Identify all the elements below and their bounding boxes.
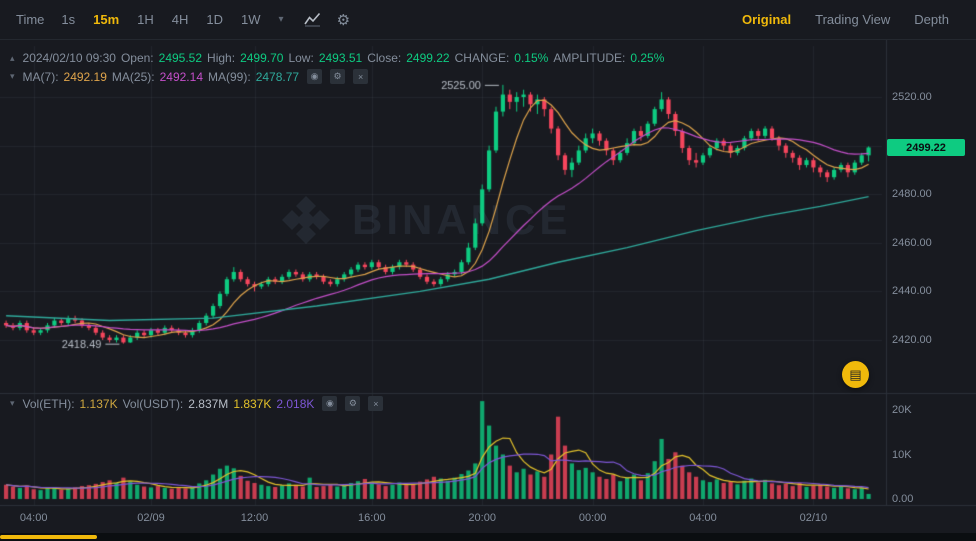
time-axis-label: 04:00 — [689, 512, 717, 524]
open-value: 2495.52 — [158, 51, 203, 65]
ma-settings-gear-icon[interactable]: ⚙ — [330, 69, 346, 84]
change-label: CHANGE: — [454, 51, 510, 65]
ma-legend: ▾ MA(7): 2492.19 MA(25): 2492.14 MA(99):… — [10, 69, 369, 84]
chart-toolbar: Time 1s 15m 1H 4H 1D 1W ▾ ⚙ Original Tra… — [0, 0, 976, 40]
interval-1d[interactable]: 1D — [206, 12, 224, 27]
tab-depth[interactable]: Depth — [914, 12, 949, 27]
interval-15m[interactable]: 15m — [93, 12, 120, 27]
interval-dropdown-chevron-icon[interactable]: ▾ — [278, 14, 284, 25]
last-price-badge: 2499.22 — [887, 139, 965, 156]
chart-view-tabs: Original Trading View Depth — [733, 8, 958, 31]
ohlc-legend: ▴ 2024/02/10 09:30 Open: 2495.52 High: 2… — [10, 51, 664, 65]
candle-datetime: 2024/02/10 09:30 — [22, 51, 116, 65]
volume-visibility-eye-icon[interactable]: ◉ — [322, 396, 338, 411]
close-value: 2499.22 — [406, 51, 450, 65]
ma25-value: 2492.14 — [159, 69, 203, 84]
price-axis-label: 2480.00 — [892, 188, 932, 201]
time-axis-label: 02/10 — [799, 512, 828, 524]
ma99-value: 2478.77 — [255, 69, 300, 84]
amplitude-label: AMPLITUDE: — [553, 51, 626, 65]
low-label: Low: — [288, 51, 314, 65]
high-value: 2499.70 — [240, 51, 284, 65]
tab-trading-view[interactable]: Trading View — [815, 12, 891, 27]
interval-4h[interactable]: 4H — [171, 12, 189, 27]
ma25-label: MA(25): — [111, 69, 155, 84]
change-value: 0.15% — [514, 51, 549, 65]
price-chart-canvas[interactable] — [0, 40, 976, 541]
volume-settings-gear-icon[interactable]: ⚙ — [345, 396, 361, 411]
ohlc-collapse-icon[interactable]: ▴ — [10, 52, 15, 63]
ma-remove-close-icon[interactable]: × — [353, 69, 369, 84]
chart-settings-gear-icon[interactable]: ⚙ — [336, 11, 351, 29]
vol-base-value: 1.137K — [79, 396, 118, 411]
time-label: Time — [16, 12, 45, 27]
interval-1s[interactable]: 1s — [61, 12, 76, 27]
chart-scrollbar-thumb[interactable] — [0, 535, 97, 539]
volume-axis-label: 10K — [892, 448, 912, 461]
interval-1w[interactable]: 1W — [241, 12, 261, 27]
volume-collapse-icon[interactable]: ▾ — [10, 398, 15, 408]
price-axis-label: 2520.00 — [892, 91, 932, 103]
ma-visibility-eye-icon[interactable]: ◉ — [307, 69, 323, 84]
vol-quote-value: 2.837M — [188, 396, 229, 411]
ma99-label: MA(99): — [208, 69, 251, 84]
time-axis-label: 02/09 — [137, 512, 165, 524]
time-axis-label: 04:00 — [19, 512, 48, 524]
time-axis-label: 00:00 — [578, 512, 607, 524]
chart-area: BINANCE ▴ 2024/02/10 09:30 Open: 2495.52… — [0, 40, 976, 541]
ma-collapse-icon[interactable]: ▾ — [10, 71, 15, 81]
time-axis-label: 20:00 — [468, 512, 496, 524]
ma7-value: 2492.19 — [63, 69, 107, 84]
high-label: High: — [207, 51, 236, 65]
vol-base-label: Vol(ETH): — [22, 396, 75, 411]
vol-quote-label: Vol(USDT): — [122, 396, 184, 411]
volume-legend: ▾ Vol(ETH): 1.137K Vol(USDT): 2.837M 1.8… — [10, 396, 384, 411]
amplitude-value: 0.25% — [630, 51, 665, 65]
chart-style-icon[interactable] — [296, 10, 329, 29]
interval-1h[interactable]: 1H — [137, 12, 154, 27]
close-label: Close: — [367, 51, 402, 65]
price-axis-label: 2460.00 — [892, 236, 932, 249]
low-value: 2493.51 — [318, 51, 363, 65]
ma7-label: MA(7): — [22, 69, 59, 84]
open-label: Open: — [120, 51, 154, 65]
volume-axis-label: 0.00 — [892, 493, 914, 505]
vol-ma5-value: 1.837K — [233, 396, 272, 411]
chart-scrollbar-track[interactable] — [0, 533, 976, 541]
widget-icon: ▤ — [849, 366, 862, 382]
time-axis-label: 16:00 — [358, 512, 386, 524]
floating-widget-button[interactable]: ▤ — [842, 361, 869, 388]
vol-ma10-value: 2.018K — [276, 396, 315, 411]
price-axis-label: 2440.00 — [892, 285, 932, 298]
interval-selector: Time 1s 15m 1H 4H 1D 1W ▾ ⚙ — [8, 8, 358, 31]
time-axis-label: 12:00 — [240, 512, 269, 524]
price-axis-label: 2420.00 — [892, 334, 932, 346]
volume-remove-close-icon[interactable]: × — [368, 396, 384, 411]
volume-axis-label: 20K — [892, 404, 912, 416]
tab-original[interactable]: Original — [742, 12, 792, 27]
